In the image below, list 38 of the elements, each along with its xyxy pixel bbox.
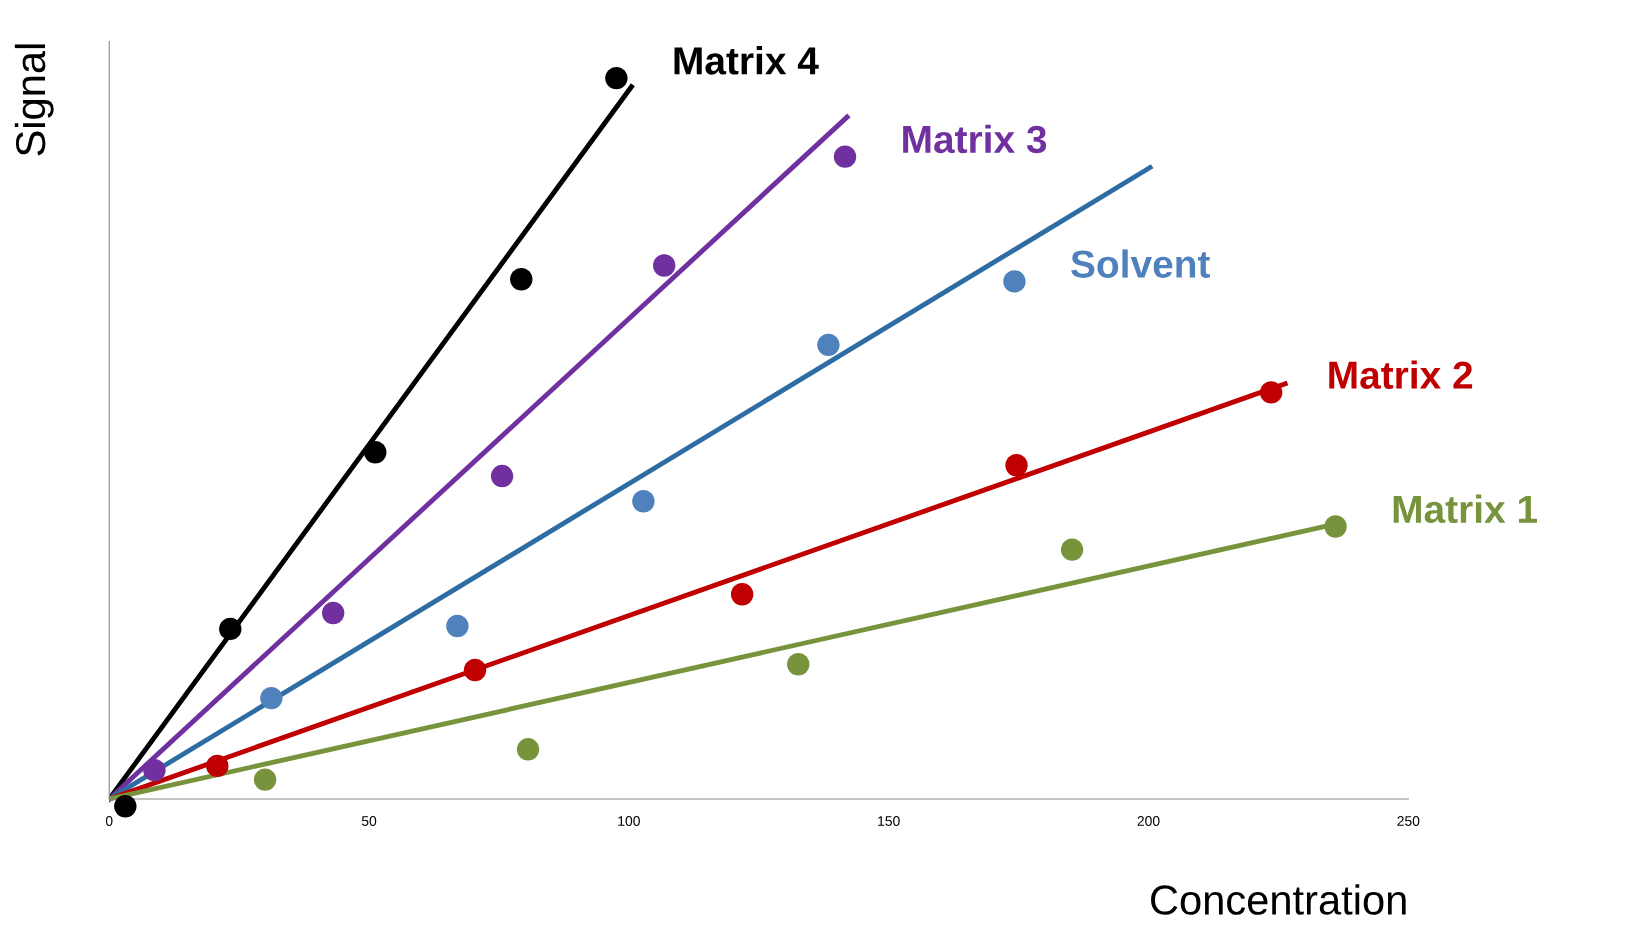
point [463, 658, 487, 682]
x-tick-label: 50 [361, 816, 377, 826]
x-tick-label: 250 [1397, 816, 1420, 826]
x-tick-label: 150 [878, 816, 900, 826]
point [516, 738, 540, 761]
point [260, 686, 283, 710]
point [605, 66, 628, 90]
point [817, 333, 840, 357]
point [652, 254, 676, 277]
point [1259, 381, 1283, 404]
point [1003, 270, 1026, 293]
point [787, 653, 810, 676]
point [446, 614, 469, 638]
series-label: Matrix 4 [674, 46, 819, 75]
point [833, 145, 857, 168]
x-axis-title: Concentration [1151, 884, 1406, 915]
point [321, 601, 345, 625]
y-axis-title: Signal [14, 44, 54, 156]
series-label: Matrix 3 [903, 124, 1047, 154]
series-label: Solvent [1071, 249, 1210, 278]
point [1324, 515, 1347, 538]
x-tick-label: 200 [1137, 816, 1160, 826]
point [143, 759, 166, 782]
point [632, 490, 655, 513]
point [510, 268, 533, 291]
series-label: Matrix 2 [1329, 360, 1473, 389]
series-label: Matrix 1 [1393, 494, 1538, 524]
point [253, 768, 277, 791]
point [114, 795, 137, 818]
point [1005, 454, 1028, 477]
point [490, 464, 514, 488]
point [219, 617, 242, 641]
point [1060, 538, 1084, 561]
point [730, 583, 754, 606]
x-tick-label: 100 [618, 816, 640, 826]
point [206, 754, 229, 778]
x-tick-label: 0 [105, 816, 113, 826]
point [364, 441, 387, 464]
